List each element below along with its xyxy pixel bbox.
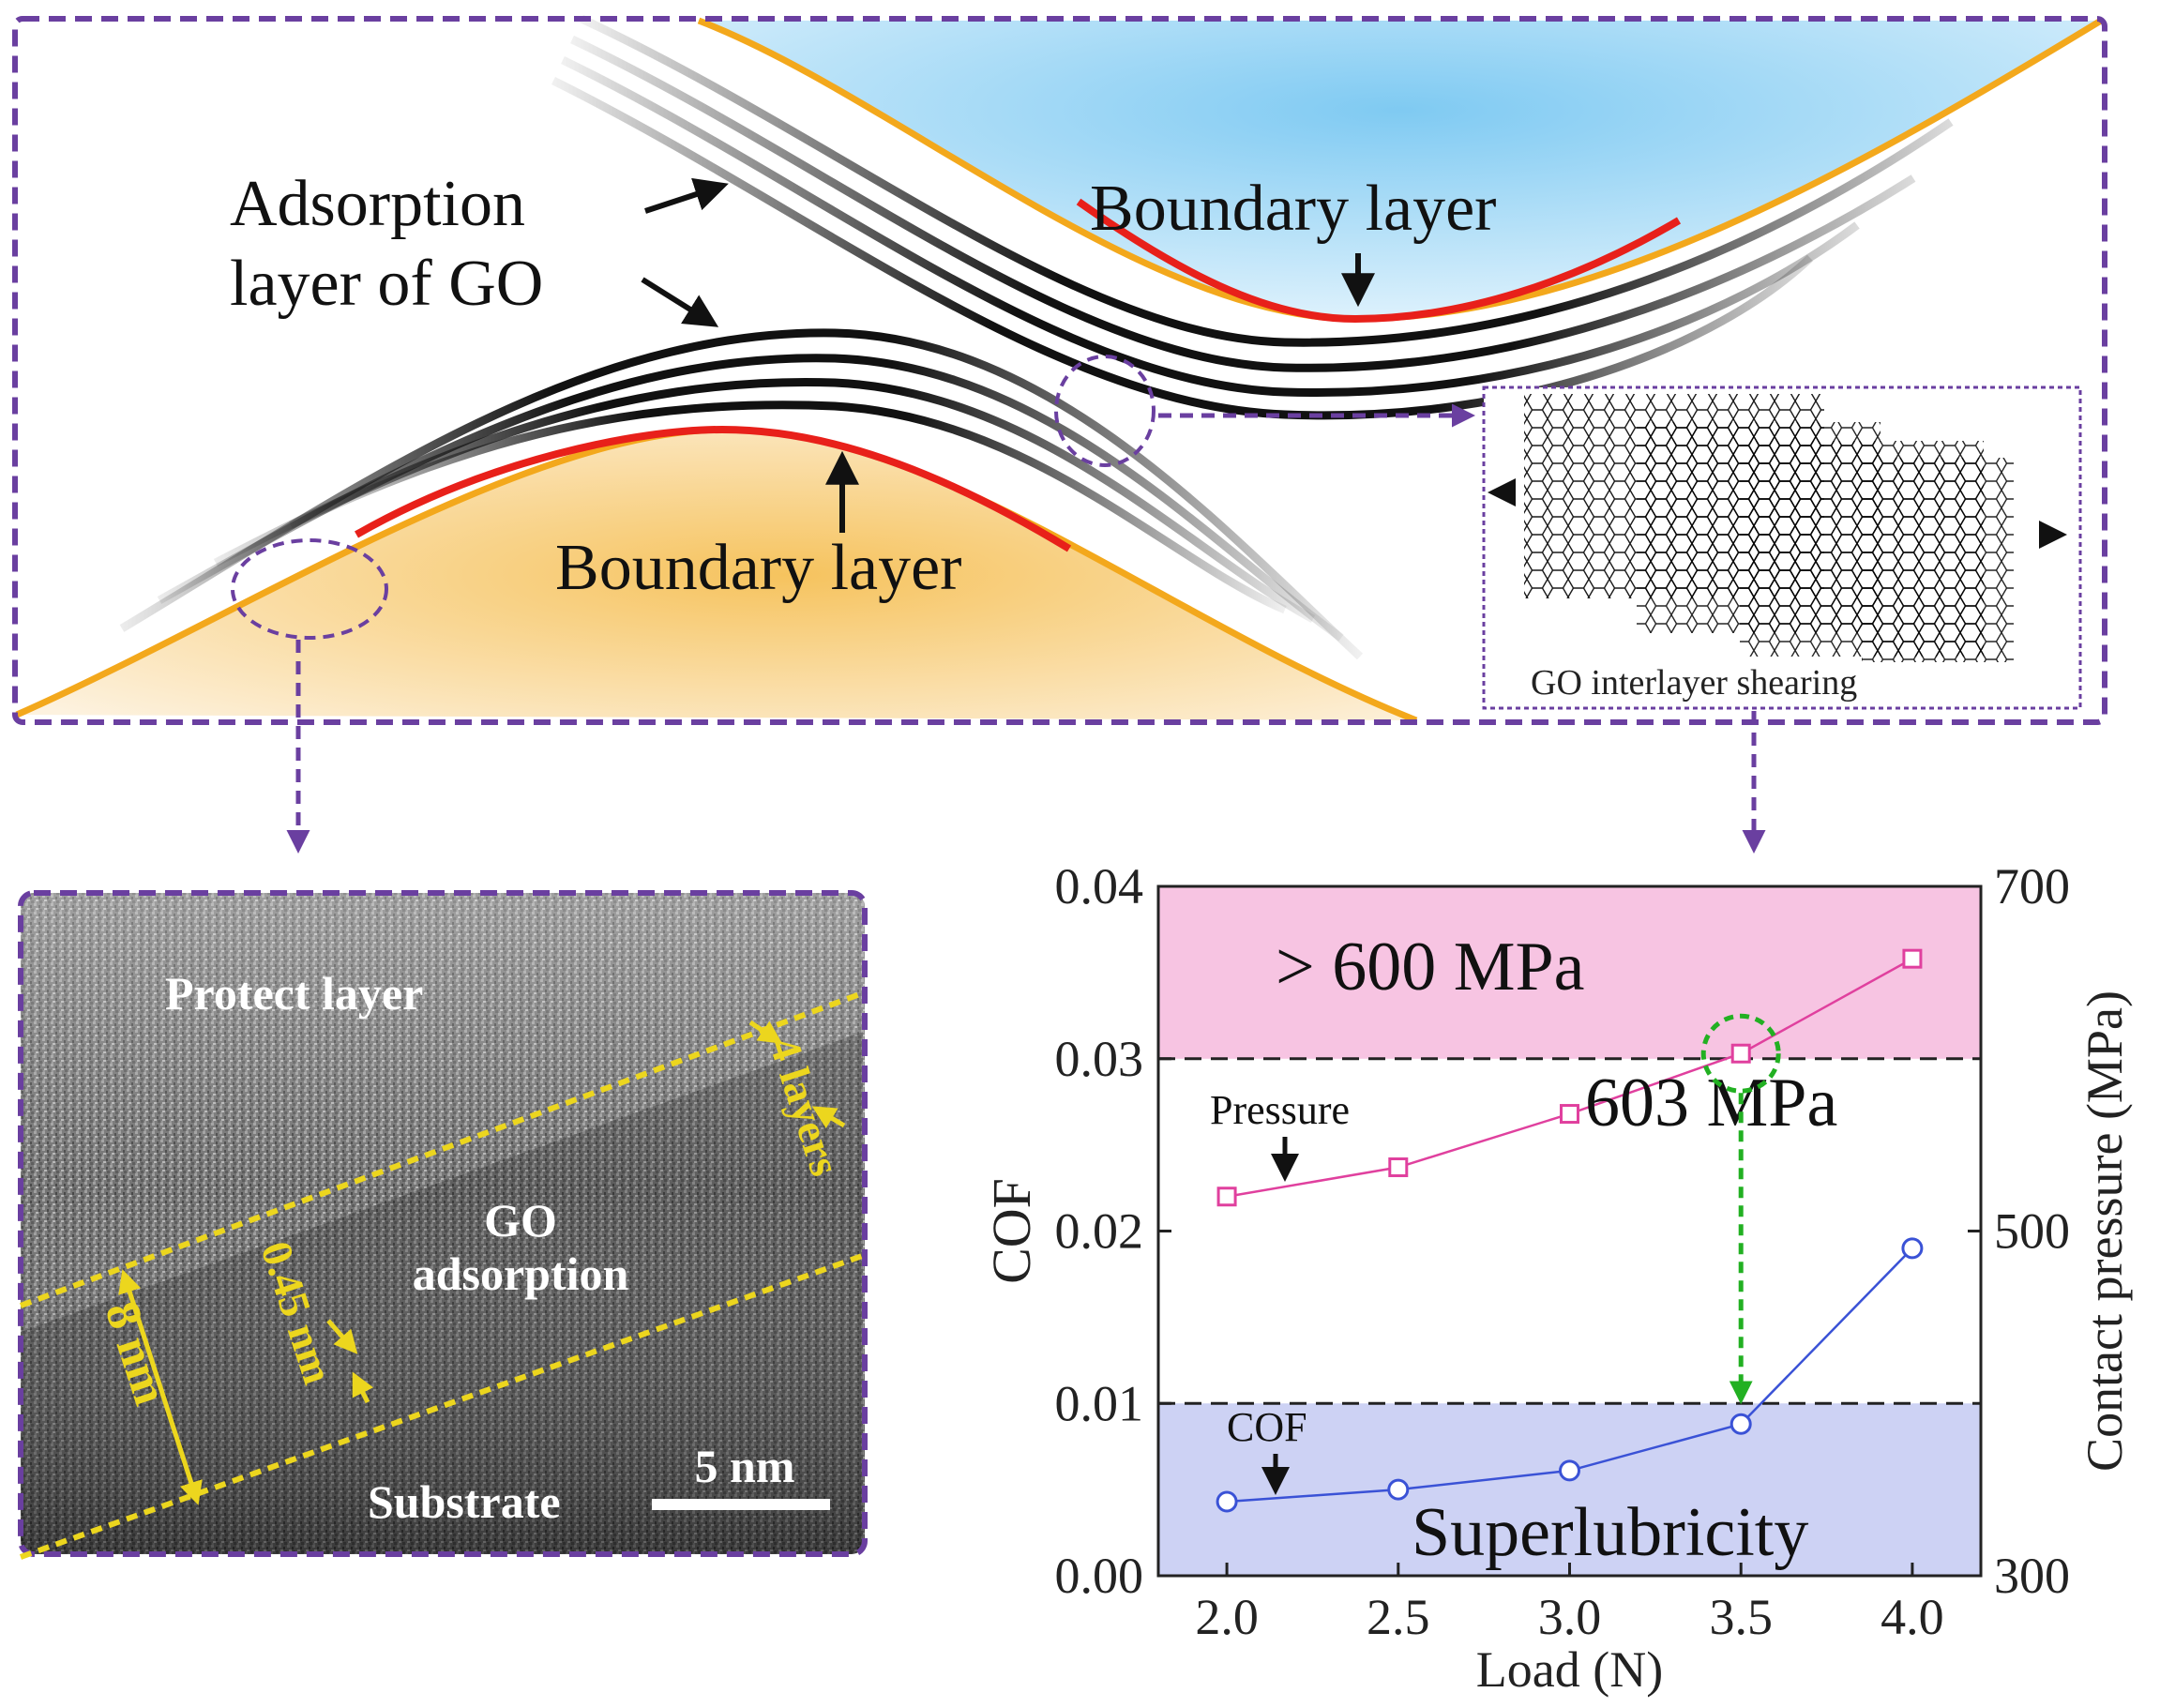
y-left-tick-label: 0.03: [1055, 1031, 1144, 1087]
scale-bar: [652, 1499, 830, 1510]
threshold-label: 603 MPa: [1585, 1065, 1837, 1141]
lower-boundary-red: [355, 425, 1072, 552]
callout-circle-left: [231, 538, 388, 640]
substrate-label: Substrate: [368, 1475, 561, 1528]
spacing-arrow-top: [326, 1319, 358, 1354]
cof-point: [1559, 1459, 1580, 1482]
y-right-tick-label: 500: [1994, 1203, 2070, 1260]
pressure-point: [1560, 1104, 1579, 1125]
adsorption-arrow-lower: [641, 277, 719, 327]
go-label-line1: GO: [484, 1194, 557, 1247]
y-left-tick-label: 0.04: [1055, 858, 1144, 914]
protect-layer-label: Protect layer: [165, 967, 423, 1020]
adsorption-label-line2: layer of GO: [230, 248, 543, 320]
adsorption-label-line1: Adsorption: [230, 168, 525, 240]
go-label-line2: adsorption: [413, 1247, 629, 1300]
adsorption-arrow-upper: [644, 177, 729, 214]
y-right-axis-label: Contact pressure (MPa): [2077, 990, 2133, 1472]
inset-caption: GO interlayer shearing: [1531, 663, 1857, 703]
y-left-axis-label: COF: [981, 1178, 1042, 1284]
upper-go-layers: [551, 14, 1954, 420]
lower-substrate: [17, 429, 1416, 720]
upper-boundary-red: [1076, 198, 1682, 324]
x-tick-label: 3.5: [1709, 1589, 1773, 1645]
tem-frame: [18, 890, 868, 1557]
x-tick-label: 2.0: [1195, 1589, 1259, 1645]
cof-pressure-chart: 2.0 2.5 3.0 3.5 4.0 Load (N) 0.00 0.01 0.02 0.03 0…: [981, 858, 2133, 1698]
y-left-tick-label: 0.01: [1055, 1375, 1144, 1431]
cof-point: [1216, 1490, 1238, 1513]
superlubricity-label: Superlubricity: [1412, 1494, 1808, 1571]
pressure-point: [1730, 1043, 1751, 1064]
pressure-point: [1216, 1187, 1237, 1207]
spacing-arrow-bottom: [352, 1371, 374, 1404]
layers-arrow-bottom: [811, 1106, 846, 1129]
x-tick-label: 4.0: [1881, 1589, 1944, 1645]
y-right-tick-label: 700: [1994, 858, 2070, 914]
y-left-tick-label: 0.00: [1055, 1548, 1144, 1604]
threshold-highlight-circle: [1700, 1013, 1781, 1094]
graphene-sheet-4: [1862, 458, 2014, 662]
lubrication-schematic: Adsorption layer of GO Boundary layer Bo…: [12, 14, 2107, 725]
pressure-band: [1158, 886, 1981, 1059]
callout-circle-mid: [1054, 355, 1156, 467]
x-tick-label: 2.5: [1367, 1589, 1430, 1645]
cof-point: [1730, 1413, 1752, 1435]
x-axis-label: Load (N): [1476, 1641, 1663, 1698]
pressure-point: [1902, 948, 1923, 969]
schematic-frame: [12, 16, 2107, 725]
boundary-layer-top-label: Boundary layer: [1090, 173, 1496, 245]
tem-micrograph: 8 nm 0.45 nm 4 layers Protect layer GO a…: [18, 890, 868, 1560]
upper-counterface: [699, 21, 2101, 319]
pressure-point: [1388, 1157, 1409, 1178]
lower-go-layers: [119, 328, 1364, 660]
scale-bar-label: 5 nm: [695, 1440, 795, 1492]
layers-arrow-top: [748, 1020, 783, 1044]
y-left-tick-label: 0.02: [1055, 1203, 1144, 1260]
thickness-arrow: [118, 1269, 203, 1505]
pressure-band-label: > 600 MPa: [1276, 929, 1585, 1005]
boundary-layer-bottom-label: Boundary layer: [555, 532, 961, 604]
y-right-tick-label: 300: [1994, 1548, 2070, 1604]
cof-arrow-label: COF: [1227, 1404, 1307, 1450]
pressure-arrow-label: Pressure: [1210, 1087, 1350, 1133]
shearing-inset: GO interlayer shearing: [1482, 385, 2082, 710]
cof-point: [1901, 1237, 1924, 1260]
superlubricity-band: [1158, 1403, 1981, 1576]
x-tick-label: 3.0: [1538, 1589, 1602, 1645]
cof-point: [1387, 1478, 1410, 1501]
